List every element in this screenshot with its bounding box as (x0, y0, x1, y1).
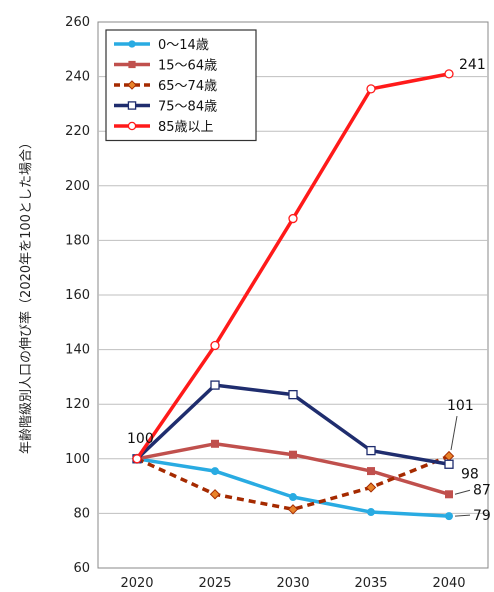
data-point (287, 504, 299, 515)
y-tick-label: 120 (65, 397, 90, 412)
data-point (211, 467, 219, 476)
data-point (366, 445, 376, 456)
x-tick-label: 2030 (276, 576, 309, 591)
data-point (445, 490, 453, 499)
legend-item: 75～84歳 (114, 100, 217, 115)
data-point (127, 101, 137, 110)
data-point (367, 467, 375, 476)
y-axis-label: 年齢階級別人口の伸び率（2020年を100とした場合） (18, 136, 34, 454)
y-axis-ticks: 60 80 100 120 140 160 180 200 220 240 260 (65, 15, 90, 576)
y-tick-label: 100 (65, 452, 90, 467)
data-point (128, 60, 136, 69)
data-point (127, 121, 137, 131)
legend-label: 75～84歳 (158, 100, 217, 115)
y-tick-label: 160 (65, 288, 90, 303)
x-axis-ticks: 2020 2025 2030 2035 2040 (120, 576, 465, 591)
data-point (289, 450, 297, 459)
y-tick-label: 200 (65, 179, 90, 194)
data-point (366, 84, 376, 94)
data-point (288, 213, 298, 224)
data-point (365, 482, 377, 493)
data-point (210, 380, 220, 390)
legend-label: 0～14歳 (158, 38, 209, 53)
data-label: 241 (459, 57, 486, 73)
y-tick-label: 260 (65, 15, 90, 30)
legend-label: 15～64歳 (158, 59, 217, 74)
data-point (288, 389, 298, 400)
y-tick-label: 220 (65, 124, 90, 139)
data-point (128, 40, 136, 48)
data-point (289, 493, 297, 502)
legend-label: 65～74歳 (158, 79, 217, 94)
y-tick-label: 80 (73, 506, 90, 521)
leader-line (454, 514, 471, 517)
data-point (209, 489, 221, 500)
legend-label: 85歳以上 (158, 120, 214, 135)
data-point (445, 512, 453, 521)
legend-item: 65～74歳 (114, 79, 217, 94)
y-tick-label: 60 (73, 561, 90, 576)
data-label: 87 (473, 482, 491, 498)
series-group (131, 69, 455, 521)
leader-line (454, 489, 471, 495)
data-label: 98 (461, 466, 479, 482)
legend: 0～14歳 15～64歳 65～74歳 75～84歳 85歳以上 (105, 29, 257, 142)
data-label: 101 (447, 398, 474, 414)
series-0 (133, 454, 453, 521)
legend-item: 15～64歳 (114, 59, 217, 74)
data-label: 79 (473, 508, 491, 524)
data-point (367, 508, 375, 517)
leader-line (450, 415, 458, 451)
legend-item: 85歳以上 (114, 120, 214, 135)
data-point (210, 340, 220, 351)
series-4 (132, 69, 454, 464)
y-tick-label: 240 (65, 70, 90, 85)
y-tick-label: 140 (65, 343, 90, 358)
data-point (211, 439, 219, 448)
x-tick-label: 2035 (354, 576, 387, 591)
data-label: 100 (127, 431, 154, 447)
y-tick-label: 180 (65, 233, 90, 248)
x-tick-label: 2020 (120, 576, 153, 591)
legend-item: 0～14歳 (114, 38, 209, 53)
data-point (444, 459, 454, 469)
x-tick-label: 2025 (198, 576, 231, 591)
data-point (127, 80, 137, 90)
data-point (444, 69, 454, 79)
data-point (132, 454, 142, 464)
x-tick-label: 2040 (432, 576, 465, 591)
